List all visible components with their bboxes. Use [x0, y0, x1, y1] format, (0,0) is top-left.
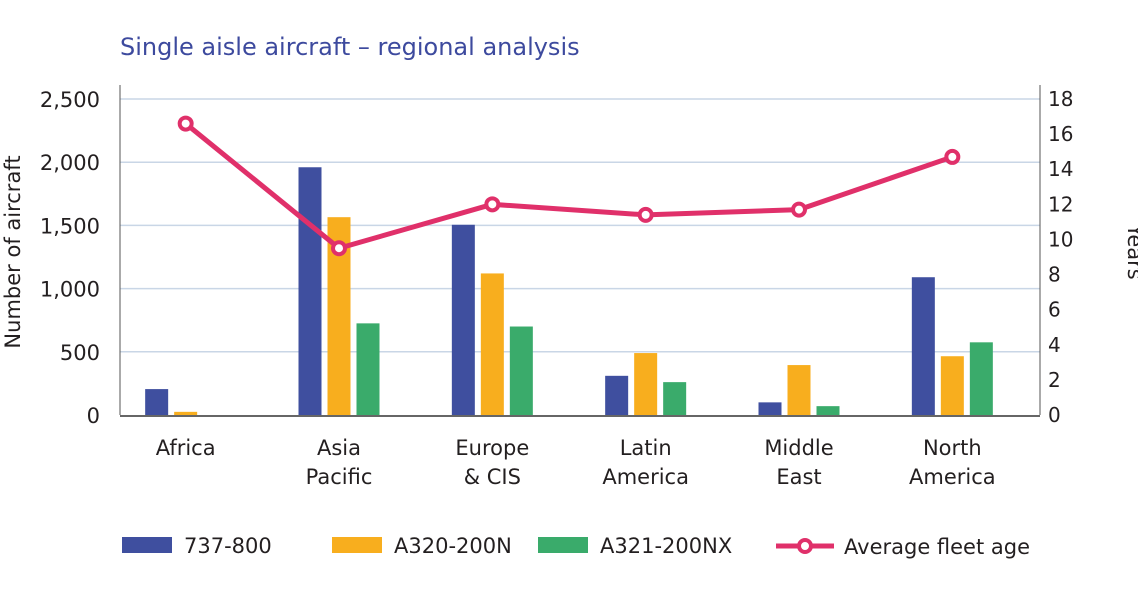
y-tick-label: 500 — [60, 341, 100, 365]
legend-swatch — [538, 537, 588, 553]
bar-737-800 — [911, 277, 935, 415]
y-axis-label: Number of aircraft — [1, 155, 25, 348]
y2-tick-label: 6 — [1048, 298, 1061, 322]
legend-swatch — [332, 537, 382, 553]
legend-label: A321-200NX — [600, 534, 732, 558]
legend-marker — [797, 538, 813, 554]
line-point — [484, 196, 501, 213]
y2-tick-label: 12 — [1048, 192, 1073, 216]
x-tick-label: Europe — [455, 436, 529, 460]
y2-tick-label: 18 — [1048, 87, 1073, 111]
y-tick-label: 1,500 — [40, 214, 100, 238]
line-average-fleet-age — [184, 121, 954, 251]
y-tick-label: 0 — [87, 404, 100, 428]
bar-737-800 — [605, 375, 629, 415]
y-tick-label: 2,000 — [40, 151, 100, 175]
line-point — [791, 201, 807, 218]
y2-tick-label: 10 — [1048, 227, 1073, 251]
chart-title: Single aisle aircraft – regional analysi… — [120, 33, 580, 61]
x-tick-label: & CIS — [464, 465, 521, 489]
x-tick-label: Asia — [317, 436, 361, 460]
x-tick-label: Pacific — [306, 465, 373, 489]
legend-swatch — [122, 537, 172, 553]
y-tick-label: 2,500 — [40, 88, 100, 112]
x-tick-label: America — [909, 465, 996, 489]
bar-A320-200N — [940, 356, 964, 415]
bar-A320-200N — [174, 411, 198, 415]
x-tick-label: Africa — [156, 436, 216, 460]
bar-A320-200N — [787, 365, 811, 415]
x-tick-label: Latin — [620, 436, 672, 460]
x-tick-label: Middle — [764, 436, 833, 460]
y2-tick-label: 4 — [1048, 333, 1061, 357]
y2-tick-label: 2 — [1048, 368, 1061, 392]
line-point — [331, 240, 347, 257]
bar-A321-200NX — [663, 382, 687, 415]
y-tick-label: 1,000 — [40, 278, 100, 302]
bar-A321-200NX — [509, 326, 533, 415]
bar-A321-200NX — [356, 323, 380, 415]
line-point — [637, 206, 654, 223]
bar-A321-200NX — [969, 342, 993, 415]
x-tick-label: East — [776, 465, 821, 489]
bar-737-800 — [451, 224, 475, 415]
legend-label: Average fleet age — [844, 535, 1030, 559]
bar-737-800 — [145, 389, 169, 415]
line-point — [944, 148, 961, 165]
legend-label: 737-800 — [184, 534, 272, 558]
y2-tick-label: 16 — [1048, 122, 1073, 146]
y2-tick-label: 0 — [1048, 403, 1061, 427]
legend-label: A320-200N — [394, 534, 512, 558]
bar-737-800 — [758, 402, 782, 415]
bar-A320-200N — [480, 273, 504, 415]
bar-737-800 — [298, 167, 322, 415]
y2-tick-label: 14 — [1048, 157, 1073, 181]
y2-axis-label: Years — [1123, 223, 1138, 279]
line-point — [177, 115, 194, 132]
bar-A321-200NX — [816, 406, 840, 415]
bar-A320-200N — [634, 353, 658, 415]
x-tick-label: America — [602, 465, 689, 489]
y2-tick-label: 8 — [1048, 263, 1061, 287]
x-tick-label: North — [923, 436, 982, 460]
bar-A320-200N — [327, 217, 351, 415]
